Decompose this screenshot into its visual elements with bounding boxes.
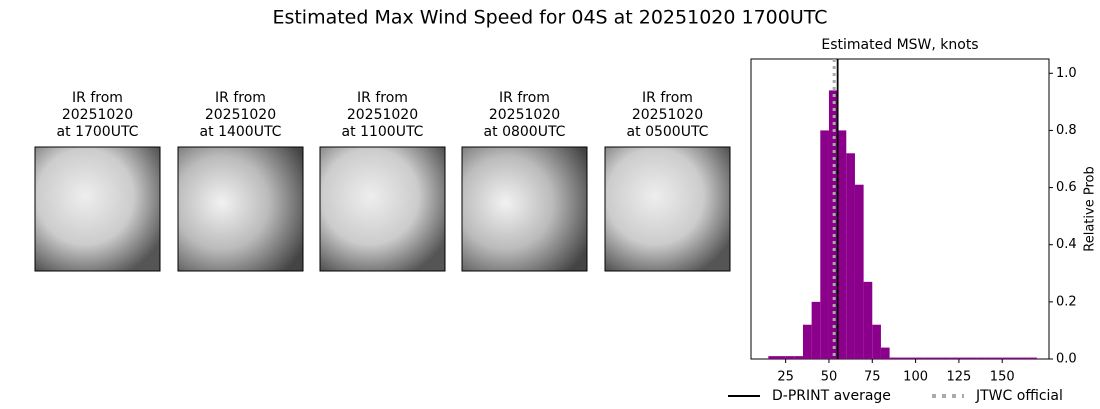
y-tick-label: 0.2	[1056, 294, 1077, 309]
x-tick-label: 125	[946, 370, 971, 385]
ir-image	[604, 146, 731, 272]
bar	[785, 356, 795, 359]
x-tick-label: 150	[990, 370, 1015, 385]
bar	[811, 301, 821, 359]
x-tick-label: 100	[903, 370, 928, 385]
bar	[941, 357, 951, 359]
y-tick-label: 1.0	[1056, 66, 1077, 81]
bar	[794, 356, 803, 359]
x-tick-label: 25	[777, 370, 794, 385]
ir-image	[177, 146, 304, 272]
y-tick-label: 0.6	[1056, 180, 1077, 195]
panel-title: at 1400UTC	[200, 124, 282, 140]
bar	[776, 356, 786, 359]
chart-title: Estimated MSW, knots	[821, 37, 978, 53]
bar	[854, 184, 864, 359]
bar	[993, 357, 1003, 359]
x-tick-label: 75	[864, 370, 881, 385]
bar	[984, 357, 994, 359]
panel-title: at 0800UTC	[484, 124, 566, 140]
bar	[889, 357, 899, 359]
bar	[898, 357, 907, 359]
bar	[837, 130, 847, 359]
panel-title: IR from	[72, 90, 123, 106]
panel-title: 20251020	[347, 107, 418, 123]
panel-title: 20251020	[62, 107, 133, 123]
panel-title: 20251020	[205, 107, 276, 123]
panel-title: at 0500UTC	[627, 124, 709, 140]
ir-image	[461, 146, 588, 272]
panel-title: 20251020	[632, 107, 703, 123]
x-tick-label: 50	[821, 370, 838, 385]
bar	[932, 357, 942, 359]
y-axis-label: Relative Prob	[1083, 166, 1098, 251]
bar	[924, 357, 933, 359]
bar	[1019, 357, 1029, 359]
bar	[967, 357, 977, 359]
y-tick-label: 0.8	[1056, 123, 1077, 138]
bar	[1028, 357, 1037, 359]
y-tick-label: 0.0	[1056, 352, 1077, 367]
ir-image	[319, 146, 446, 272]
axes-frame	[750, 58, 1050, 360]
panel-title: IR from	[642, 90, 693, 106]
bar	[828, 90, 838, 359]
bar	[880, 347, 890, 359]
panel-title: at 1100UTC	[342, 124, 424, 140]
bar	[846, 153, 855, 359]
bar	[802, 324, 812, 359]
y-tick-label: 0.4	[1056, 237, 1077, 252]
bar	[915, 357, 925, 359]
panel-title: 20251020	[489, 107, 560, 123]
bar	[768, 356, 777, 359]
bar	[820, 130, 829, 359]
bar	[1010, 357, 1020, 359]
ir-image	[34, 146, 161, 272]
legend-label: JTWC official	[975, 388, 1063, 404]
bar	[1002, 357, 1011, 359]
bar	[863, 281, 873, 359]
figure-title: Estimated Max Wind Speed for 04S at 2025…	[272, 7, 827, 29]
bar	[958, 357, 968, 359]
panel-title: IR from	[499, 90, 550, 106]
legend-label: D-PRINT average	[772, 388, 891, 404]
bar	[950, 357, 959, 359]
panel-title: IR from	[357, 90, 408, 106]
bar	[872, 324, 881, 359]
bar	[906, 357, 916, 359]
panel-title: at 1700UTC	[57, 124, 139, 140]
panel-title: IR from	[215, 90, 266, 106]
bar	[976, 357, 985, 359]
